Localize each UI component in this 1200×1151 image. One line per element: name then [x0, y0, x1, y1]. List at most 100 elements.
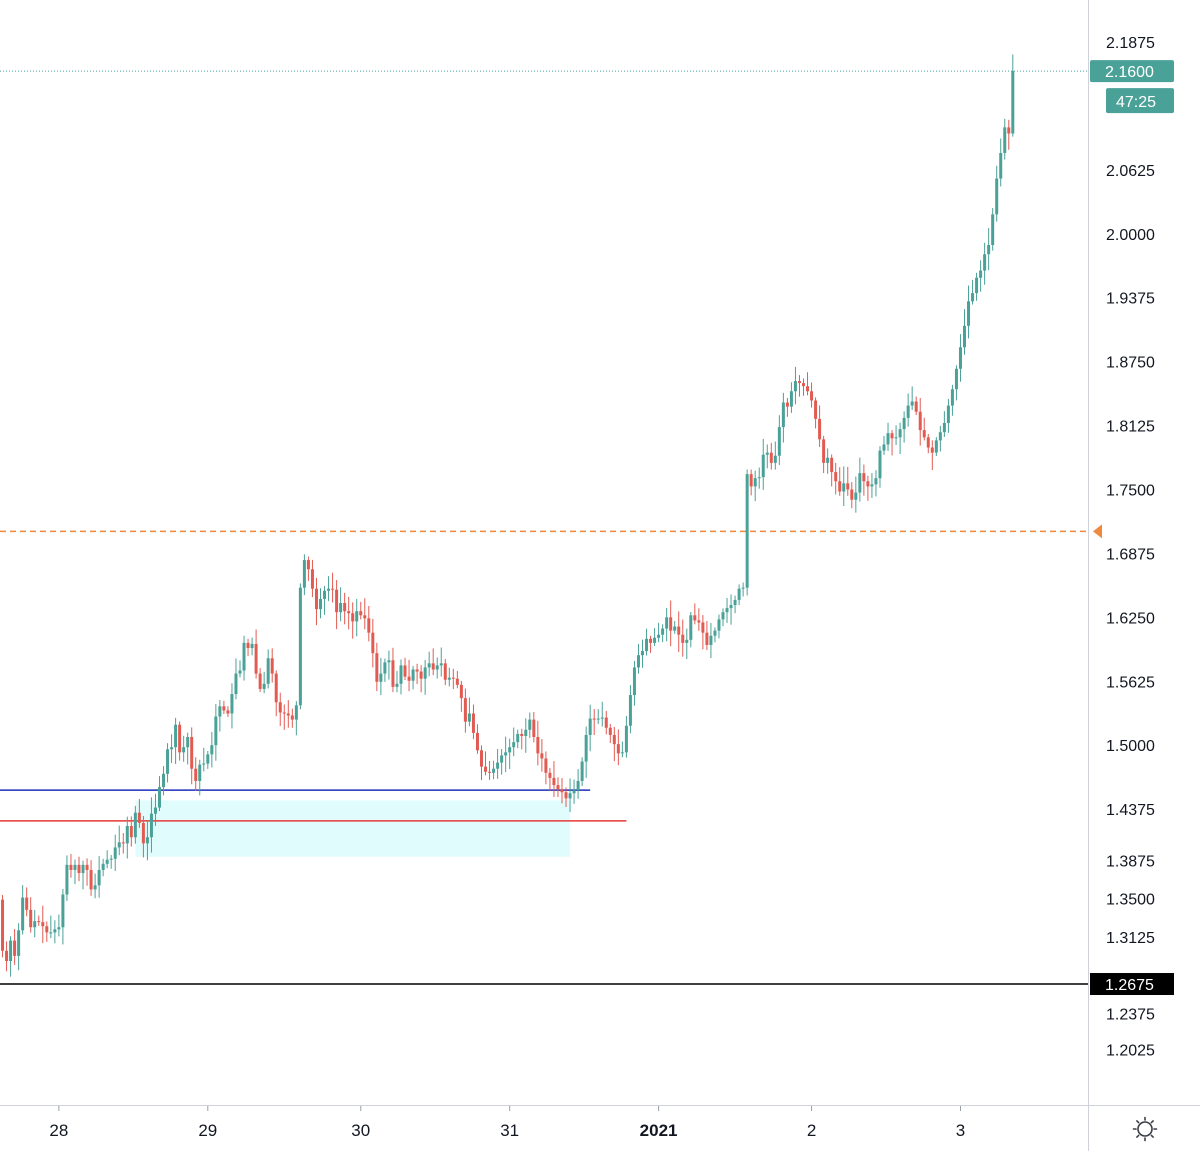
- candle: [979, 260, 983, 292]
- candle-body: [186, 736, 190, 748]
- candle: [238, 660, 242, 678]
- candle: [882, 435, 886, 455]
- y-tick-label: 1.7500: [1106, 482, 1155, 499]
- candle: [17, 923, 21, 971]
- candle-body: [166, 749, 170, 774]
- candle: [57, 914, 61, 937]
- candle-body: [580, 761, 584, 781]
- candle: [544, 751, 548, 785]
- candle: [254, 629, 258, 679]
- candle-body: [822, 439, 826, 463]
- candle-body: [520, 733, 524, 736]
- y-tick-label: 1.8750: [1106, 355, 1155, 372]
- candle: [459, 680, 463, 712]
- candle: [910, 386, 914, 411]
- candle-body: [870, 484, 874, 487]
- candle-body: [266, 658, 270, 684]
- candle-body: [399, 665, 403, 684]
- candle-body: [455, 678, 459, 685]
- candle-body: [93, 885, 97, 890]
- candle-body: [403, 665, 407, 677]
- candle: [97, 856, 101, 898]
- candle-body: [335, 589, 339, 613]
- candle-body: [946, 405, 950, 423]
- candle-body: [69, 864, 73, 870]
- candle-body: [818, 418, 822, 440]
- candle: [620, 741, 624, 758]
- candle: [323, 585, 327, 615]
- candle-body: [995, 178, 999, 215]
- candle-body: [439, 663, 443, 666]
- candle-body: [999, 152, 1003, 179]
- y-tick-label: 1.6875: [1106, 546, 1155, 563]
- candle: [339, 587, 343, 622]
- candle-body: [419, 671, 423, 679]
- candle-body: [254, 643, 258, 674]
- candle-body: [395, 683, 399, 687]
- candle: [270, 648, 274, 683]
- gear-icon[interactable]: [1132, 1116, 1158, 1142]
- candle: [375, 642, 379, 692]
- candle: [793, 366, 797, 405]
- x-tick-label: 2: [807, 1121, 816, 1140]
- candle: [379, 657, 383, 696]
- candle: [262, 671, 266, 694]
- candle-body: [290, 715, 294, 720]
- candle-body: [33, 921, 37, 928]
- candle-body: [451, 677, 455, 679]
- candle: [914, 396, 918, 415]
- candle-body: [508, 747, 512, 753]
- candle: [21, 885, 25, 935]
- candle: [69, 853, 73, 878]
- candle: [636, 643, 640, 674]
- candle: [649, 635, 653, 653]
- candle-body: [145, 837, 149, 844]
- time-axis[interactable]: 28 29 30 31 2021 2 3: [49, 1106, 965, 1140]
- candle: [226, 706, 230, 717]
- candle: [987, 228, 991, 271]
- candle: [866, 475, 870, 501]
- candle: [387, 650, 391, 680]
- candle: [733, 595, 737, 614]
- price-axis[interactable]: 2.1875 2.0625 2.0000 1.9375 1.8750 1.8125 1.75…: [1106, 35, 1155, 1060]
- candle: [608, 723, 612, 744]
- candle-body: [834, 472, 838, 482]
- candle: [810, 382, 814, 408]
- candle: [886, 422, 890, 451]
- candle-body: [777, 427, 781, 456]
- y-tick-label: 2.0625: [1106, 163, 1155, 180]
- candle: [616, 729, 620, 766]
- candle: [922, 417, 926, 441]
- candle-body: [375, 653, 379, 682]
- candle-body: [528, 719, 532, 730]
- candle-body: [37, 921, 41, 923]
- candle-body: [886, 433, 890, 445]
- candle-body: [971, 293, 975, 302]
- candle: [198, 759, 202, 796]
- candle: [665, 608, 669, 642]
- candle: [121, 833, 125, 854]
- candle: [149, 797, 153, 853]
- candle: [33, 910, 37, 938]
- candle: [902, 411, 906, 443]
- candle-body: [838, 481, 842, 492]
- candle-body: [749, 474, 753, 487]
- candle-body: [407, 676, 411, 681]
- candle-body: [113, 847, 117, 859]
- candle-body: [109, 858, 113, 860]
- candle: [737, 584, 741, 606]
- candle: [314, 577, 318, 626]
- candle: [930, 440, 934, 471]
- candle-body: [29, 909, 33, 928]
- candle-body: [294, 705, 298, 720]
- candle: [133, 805, 137, 844]
- candle: [862, 464, 866, 496]
- candle: [588, 704, 592, 752]
- candle: [480, 745, 483, 781]
- candle-body: [480, 750, 483, 767]
- candle: [214, 704, 218, 761]
- candle: [721, 608, 725, 627]
- candle-body: [950, 389, 954, 406]
- candle-body: [178, 724, 182, 753]
